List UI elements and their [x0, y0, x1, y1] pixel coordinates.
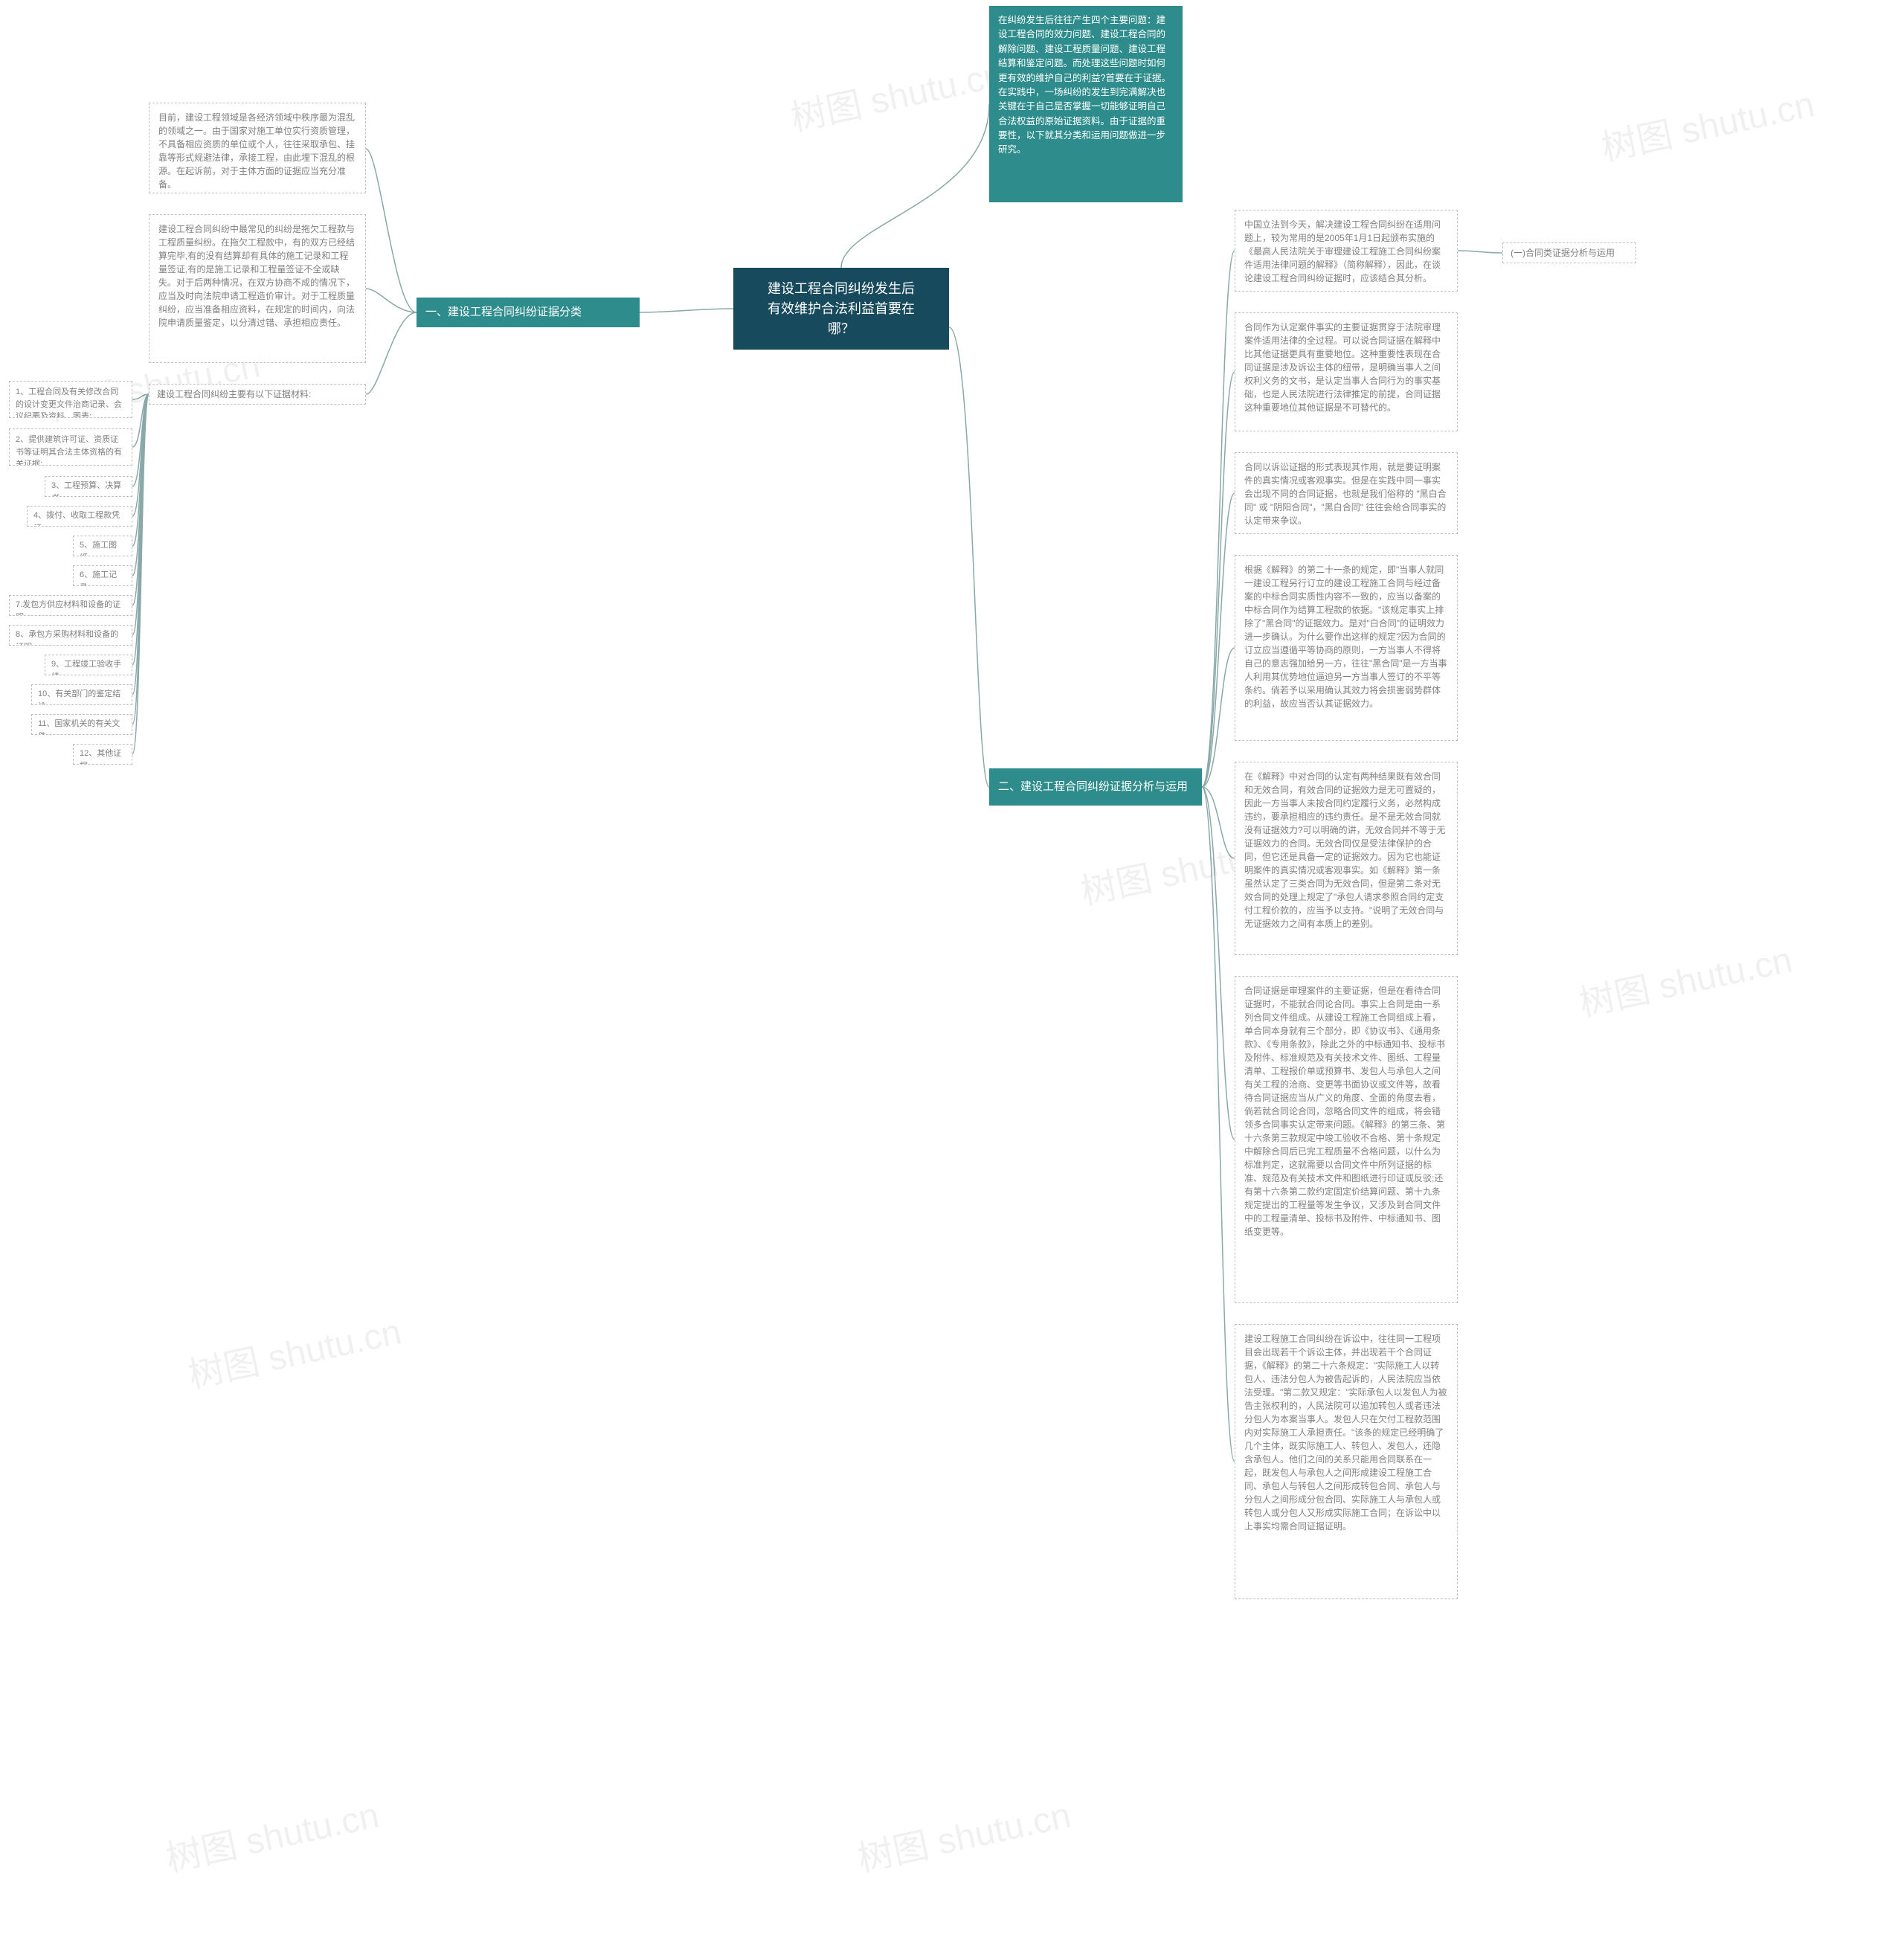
root-line3: 哪？	[768, 319, 915, 339]
material-item: 6、施工记录;	[73, 565, 132, 586]
section1-intro2: 建设工程合同纠纷中最常见的纠纷是拖欠工程款与工程质量纠纷。在拖欠工程款中，有的双…	[149, 214, 366, 363]
watermark: 树图 shutu.cn	[785, 45, 1008, 141]
material-item: 11、国家机关的有关文件;	[31, 714, 132, 735]
watermark: 树图 shutu.cn	[852, 1786, 1075, 1882]
mindmap-canvas: 树图 shutu.cn 树图 shutu.cn 树图 shutu.cn 树图 s…	[0, 0, 1904, 1957]
material-item: 9、工程竣工验收手续;	[45, 655, 132, 675]
top-paragraph[interactable]: 在纠纷发生后往往产生四个主要问题：建设工程合同的效力问题、建设工程合同的解除问题…	[989, 6, 1183, 202]
material-item: 12、其他证据	[73, 744, 132, 765]
material-item: 5、施工图纸;	[73, 536, 132, 556]
root-line2: 有效维护合法利益首要在	[768, 299, 915, 319]
section2-subheader: (一)合同类证据分析与运用	[1502, 242, 1636, 263]
section1-materials-header: 建设工程合同纠纷主要有以下证据材料:	[149, 384, 366, 405]
material-item: 8、承包方采购材料和设备的证明;	[9, 625, 132, 646]
section2-para: 根据《解释》的第二十一条的规定，即"当事人就同一建设工程另行订立的建设工程施工合…	[1235, 555, 1458, 741]
section2-para: 建设工程施工合同纠纷在诉讼中，往往同一工程项目会出现若干个诉讼主体，并出现若干个…	[1235, 1324, 1458, 1599]
material-item: 2、提供建筑许可证、资质证书等证明其合法主体资格的有关证据;	[9, 428, 132, 466]
root-line1: 建设工程合同纠纷发生后	[768, 279, 915, 299]
watermark: 树图 shutu.cn	[1596, 75, 1818, 171]
section1-header[interactable]: 一、建设工程合同纠纷证据分类	[416, 298, 640, 327]
root-node[interactable]: 建设工程合同纠纷发生后 有效维护合法利益首要在 哪？	[733, 268, 949, 350]
section2-para: 合同以诉讼证据的形式表现其作用，就是要证明案件的真实情况或客观事实。但是在实践中…	[1235, 452, 1458, 534]
section2-para: 中国立法到今天，解决建设工程合同纠纷在适用问题上，较为常用的是2005年1月1日…	[1235, 210, 1458, 292]
material-item: 4、拨付、收取工程款凭证;	[27, 506, 132, 527]
watermark: 树图 shutu.cn	[183, 1302, 405, 1398]
section1-intro1: 目前，建设工程领域是各经济领域中秩序最为混乱的领域之一。由于国家对施工单位实行资…	[149, 103, 366, 193]
material-item: 7.发包方供应材料和设备的证明;	[9, 595, 132, 616]
section2-para: 合同证据是审理案件的主要证据，但是在看待合同证据时，不能就合同论合同。事实上合同…	[1235, 976, 1458, 1303]
watermark: 树图 shutu.cn	[1574, 931, 1796, 1026]
section2-para: 在《解释》中对合同的认定有两种结果既有效合同和无效合同，有效合同的证据效力是无可…	[1235, 762, 1458, 955]
watermark: 树图 shutu.cn	[161, 1786, 383, 1882]
material-item: 10、有关部门的鉴定结论;	[31, 684, 132, 705]
section2-para: 合同作为认定案件事实的主要证据贯穿于法院审理案件适用法律的全过程。可以说合同证据…	[1235, 312, 1458, 431]
material-item: 1、工程合同及有关修改合同的设计变更文件治商记录、会议纪要及资料、图表;	[9, 381, 132, 418]
material-item: 3、工程预算、决算书;	[45, 476, 132, 497]
section2-header[interactable]: 二、建设工程合同纠纷证据分析与运用	[989, 768, 1202, 806]
